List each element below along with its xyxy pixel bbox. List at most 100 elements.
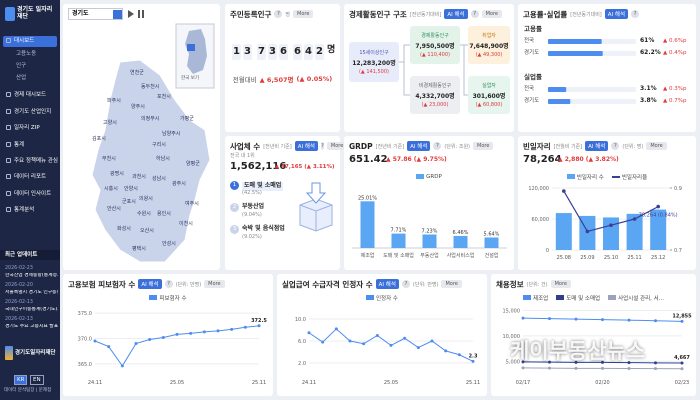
- help-button[interactable]: ?: [470, 10, 479, 18]
- help-button[interactable]: ?: [611, 142, 620, 150]
- city-label[interactable]: 의왕시: [139, 196, 153, 202]
- ai-button[interactable]: AI 해석: [294, 141, 318, 151]
- city-label[interactable]: 광주시: [172, 181, 186, 187]
- x-tick-label: 25.11: [466, 380, 480, 386]
- bar-label: 경기도: [524, 98, 540, 104]
- city-label[interactable]: 부천시: [102, 156, 116, 162]
- more-button[interactable]: More: [473, 142, 494, 150]
- watermark: 케이부동산뉴스: [510, 339, 646, 363]
- city-label[interactable]: 성남시: [152, 176, 166, 182]
- more-button[interactable]: More: [293, 10, 314, 18]
- menu-item[interactable]: 통계: [14, 142, 25, 148]
- point: [680, 361, 684, 365]
- city-label[interactable]: 안성시: [162, 241, 176, 247]
- ai-button[interactable]: AI 해석: [138, 279, 162, 289]
- city-label[interactable]: 이천시: [179, 221, 193, 227]
- city-label[interactable]: 하남시: [156, 156, 170, 162]
- ai-button[interactable]: AI 해석: [585, 141, 609, 151]
- more-button[interactable]: More: [441, 280, 462, 288]
- city-label[interactable]: 안양시: [124, 186, 138, 192]
- city-label[interactable]: 양평군: [186, 161, 200, 167]
- point: [307, 331, 311, 335]
- bar: [603, 217, 619, 250]
- menu-item[interactable]: 대시보드: [14, 38, 35, 44]
- help-button[interactable]: ?: [320, 142, 324, 150]
- connector: [463, 45, 468, 96]
- point: [609, 223, 613, 227]
- menu-item[interactable]: 인구: [16, 63, 27, 69]
- menu-item[interactable]: 고용노동: [16, 51, 37, 57]
- menu-item[interactable]: 데이터 인사이트: [14, 191, 52, 197]
- city-label[interactable]: 군포시: [122, 199, 136, 205]
- menu-item[interactable]: 경제 대시보드: [14, 92, 47, 98]
- digit-box: 4: [304, 44, 313, 60]
- update-text[interactable]: 경기도 주요 고용지표 발표...: [5, 324, 58, 329]
- city-label[interactable]: 여주시: [185, 201, 199, 207]
- city-label[interactable]: 김포시: [92, 136, 106, 142]
- city-label[interactable]: 구리시: [152, 142, 166, 148]
- city-label[interactable]: 안산시: [107, 206, 121, 212]
- city-label[interactable]: 동두천시: [141, 84, 160, 90]
- city-label[interactable]: 고양시: [103, 120, 117, 126]
- ai-button[interactable]: AI 해석: [444, 9, 468, 19]
- x-tick-label: 부동산업: [420, 252, 438, 259]
- help-button[interactable]: ?: [164, 280, 173, 288]
- help-button[interactable]: ?: [433, 142, 442, 150]
- city-label[interactable]: 시흥시: [104, 186, 118, 192]
- ai-button[interactable]: AI 해석: [407, 141, 431, 151]
- city-label[interactable]: 과천시: [132, 174, 146, 180]
- update-text[interactable]: 서울특별시 경기도 인구동향...: [5, 290, 58, 295]
- econ-node: 경제활동인구 7,950,500명 (▲ 110,400): [410, 26, 460, 64]
- lang-button[interactable]: KR: [14, 375, 28, 386]
- y-tick-label: 365.0: [78, 362, 92, 368]
- legend-swatch: [608, 295, 617, 300]
- point: [521, 316, 525, 320]
- point: [627, 361, 631, 365]
- city-label[interactable]: 양주시: [131, 104, 145, 110]
- city-label[interactable]: 포천시: [157, 94, 171, 100]
- update-text[interactable]: 한국산업 경제동향(통계청...: [5, 273, 58, 278]
- help-button[interactable]: ?: [274, 10, 283, 18]
- menu-item[interactable]: 일자리 ZIP: [14, 125, 40, 131]
- more-button[interactable]: More: [326, 142, 348, 150]
- lang-button[interactable]: EN: [30, 375, 44, 386]
- ai-button[interactable]: AI 해석: [375, 279, 399, 289]
- node-value: 301,600명: [472, 93, 506, 100]
- menu-item[interactable]: 통계분석: [14, 207, 35, 213]
- point: [444, 349, 448, 353]
- panel-title: 경제활동인구 구조: [349, 9, 407, 19]
- help-button[interactable]: ?: [401, 280, 410, 288]
- city-label[interactable]: 의정부시: [141, 116, 160, 122]
- menu-icon: [6, 92, 11, 97]
- city-label[interactable]: 연천군: [130, 70, 144, 76]
- city-label[interactable]: 가평군: [180, 116, 194, 122]
- city-label[interactable]: 수원시: [137, 211, 151, 217]
- menu-item[interactable]: 산업: [16, 75, 27, 81]
- menu-item[interactable]: 주요 정책메뉴 관심: [14, 158, 58, 164]
- panel-header: 실업급여 수급자격 인정자 수 AI 해석? (단위: 만명) More: [282, 278, 482, 290]
- help-button[interactable]: ?: [631, 10, 640, 18]
- more-button[interactable]: More: [646, 142, 667, 150]
- city-label[interactable]: 화성시: [117, 226, 131, 232]
- more-button[interactable]: More: [481, 10, 502, 18]
- city-label[interactable]: 오산시: [140, 228, 154, 234]
- menu-item[interactable]: 경기도 산업인지: [14, 109, 52, 115]
- more-button[interactable]: More: [204, 280, 225, 288]
- point: [521, 360, 525, 364]
- bar-chart: [548, 39, 636, 56]
- city-label[interactable]: 용인시: [157, 211, 171, 217]
- x-tick-label: 02/23: [675, 380, 689, 386]
- region-select[interactable]: 경기도: [68, 8, 123, 20]
- legend-label: 사업시설 관리, 서...: [618, 295, 664, 302]
- change: ▲ 0.4%p: [663, 50, 687, 56]
- city-label[interactable]: 평택시: [132, 246, 146, 252]
- more-button[interactable]: More: [550, 280, 571, 288]
- menu-item[interactable]: 데이터 리포트: [14, 174, 47, 180]
- city-label[interactable]: 남양주시: [162, 131, 181, 137]
- update-text[interactable]: 국내인구이동통계(경기도)...: [5, 307, 58, 312]
- city-label[interactable]: 광명시: [110, 171, 124, 177]
- city-label[interactable]: 파주시: [107, 98, 121, 104]
- point: [680, 367, 684, 371]
- ai-button[interactable]: AI 해석: [604, 9, 629, 19]
- point: [601, 360, 604, 364]
